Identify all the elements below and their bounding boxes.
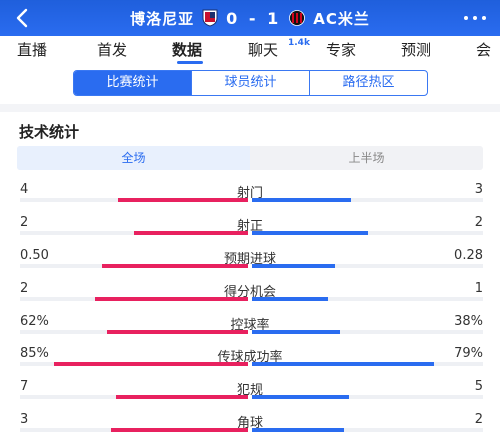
home-stat-bar <box>111 428 248 432</box>
home-stat-track <box>20 297 248 301</box>
chat-count-badge: 1.4k <box>288 38 310 48</box>
away-stat-track <box>252 198 483 202</box>
away-stat-bar <box>252 395 349 399</box>
away-stat-value: 5 <box>474 379 483 394</box>
away-stat-track <box>252 231 483 235</box>
match-header: 博洛尼亚 0 - 1 AC米兰 <box>0 0 500 36</box>
stat-row: 2 射正 2 <box>0 215 500 249</box>
stat-label: 射正 <box>236 219 263 234</box>
away-stat-track <box>252 264 483 268</box>
home-stat-track <box>20 198 248 202</box>
segment-player-stats[interactable]: 球员统计 <box>192 71 310 95</box>
away-team-name[interactable]: AC米兰 <box>313 9 370 28</box>
stat-row: 0.50 预期进球 0.28 <box>0 248 500 282</box>
section-title: 技术统计 <box>19 123 80 141</box>
home-stat-value: 2 <box>20 281 29 296</box>
section-divider <box>0 104 500 112</box>
back-arrow-icon[interactable] <box>14 8 32 28</box>
home-stat-bar <box>116 395 248 399</box>
ac-milan-crest-icon[interactable] <box>289 9 306 27</box>
stat-label: 射门 <box>236 186 263 201</box>
tab-live[interactable]: 直播 <box>17 41 48 59</box>
period-toggle: 全场 上半场 <box>17 146 483 170</box>
home-stat-value: 62% <box>20 314 49 329</box>
match-score: 0 - 1 <box>226 8 282 28</box>
home-stat-value: 0.50 <box>20 248 49 263</box>
away-stat-bar <box>252 297 328 301</box>
home-stat-track <box>20 231 248 235</box>
main-tab-bar: 直播 首发 数据 聊天 1.4k 专家 预测 会 <box>0 36 500 64</box>
stat-row: 2 得分机会 1 <box>0 281 500 315</box>
period-first-half[interactable]: 上半场 <box>348 151 385 165</box>
stat-label: 预期进球 <box>223 252 276 267</box>
home-stat-track <box>20 330 248 334</box>
home-stat-bar <box>95 297 248 301</box>
away-stat-bar <box>252 264 335 268</box>
period-full-time[interactable]: 全场 <box>17 146 250 170</box>
away-stat-track <box>252 428 483 432</box>
away-stat-bar <box>252 362 434 366</box>
away-stat-track <box>252 395 483 399</box>
stat-row: 85% 传球成功率 79% <box>0 346 500 380</box>
home-stat-bar <box>102 264 248 268</box>
stat-label: 得分机会 <box>223 285 276 300</box>
away-stat-track <box>252 297 483 301</box>
more-dots-icon[interactable] <box>462 10 488 26</box>
stat-label: 角球 <box>236 416 263 431</box>
away-stat-track <box>252 362 483 366</box>
away-stat-value: 79% <box>454 346 483 361</box>
stat-label: 传球成功率 <box>217 350 283 365</box>
stat-label: 犯规 <box>236 383 263 398</box>
home-stat-bar <box>107 330 248 334</box>
home-stat-value: 85% <box>20 346 49 361</box>
home-stat-value: 7 <box>20 379 29 394</box>
tab-predictions[interactable]: 预测 <box>401 41 432 59</box>
stats-segment-control: 比赛统计 球员统计 路径热区 <box>73 70 428 96</box>
segment-heatmap[interactable]: 路径热区 <box>342 75 395 90</box>
stat-row: 7 犯规 5 <box>0 379 500 413</box>
segment-match-stats[interactable]: 比赛统计 <box>74 71 192 95</box>
home-stat-value: 3 <box>20 412 29 427</box>
away-stat-track <box>252 330 483 334</box>
match-title: 博洛尼亚 0 - 1 AC米兰 <box>0 0 500 36</box>
bologna-crest-icon[interactable] <box>202 9 218 27</box>
home-stat-track <box>20 395 248 399</box>
away-stat-value: 2 <box>474 215 483 230</box>
home-stat-bar <box>118 198 248 202</box>
tab-more-cutoff[interactable]: 会 <box>476 41 492 59</box>
tab-experts[interactable]: 专家 <box>326 41 357 59</box>
away-stat-bar <box>252 428 344 432</box>
stat-row: 4 射门 3 <box>0 182 500 216</box>
away-stat-value: 1 <box>474 281 483 296</box>
away-stat-bar <box>252 231 368 235</box>
active-tab-indicator <box>177 61 203 64</box>
home-stat-value: 4 <box>20 182 29 197</box>
away-stat-value: 38% <box>454 314 483 329</box>
away-stat-bar <box>252 198 351 202</box>
stat-label: 控球率 <box>230 318 270 333</box>
tab-chat[interactable]: 聊天 <box>248 41 279 59</box>
home-stat-track <box>20 264 248 268</box>
home-stat-bar <box>54 362 248 366</box>
away-stat-value: 3 <box>474 182 483 197</box>
stats-subnav: 比赛统计 球员统计 路径热区 <box>0 64 500 110</box>
tab-stats[interactable]: 数据 <box>172 41 203 59</box>
home-stat-track <box>20 428 248 432</box>
home-stat-track <box>20 362 248 366</box>
stat-row: 3 角球 2 <box>0 412 500 440</box>
away-stat-value: 0.28 <box>454 248 483 263</box>
away-stat-value: 2 <box>474 412 483 427</box>
tab-lineup[interactable]: 首发 <box>97 41 128 59</box>
home-stat-value: 2 <box>20 215 29 230</box>
home-team-name[interactable]: 博洛尼亚 <box>130 9 195 28</box>
home-stat-bar <box>134 231 248 235</box>
stat-row: 62% 控球率 38% <box>0 314 500 348</box>
away-stat-bar <box>252 330 340 334</box>
